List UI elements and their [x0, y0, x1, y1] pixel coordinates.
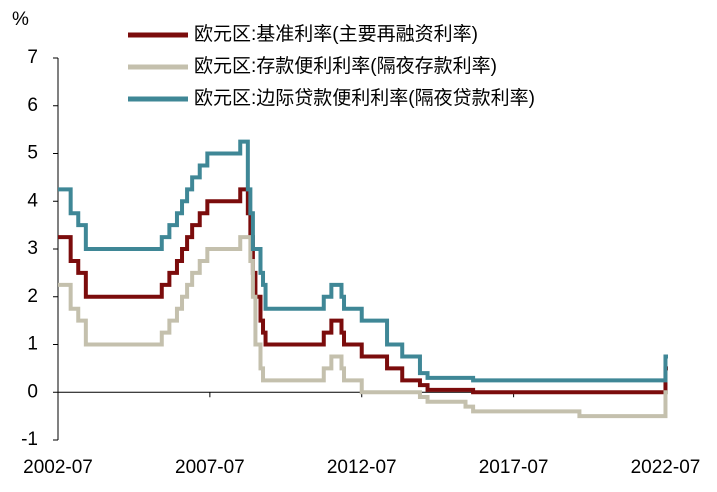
series-line [58, 187, 668, 395]
y-tick-label: 6 [27, 95, 38, 116]
series-line [58, 235, 668, 419]
x-tick-label: 2002-07 [23, 457, 93, 478]
y-tick-label: 5 [27, 143, 38, 164]
y-tick-label: -1 [21, 429, 38, 450]
legend-label: 欧元区:边际贷款便利利率(隔夜贷款利率) [194, 87, 535, 109]
y-tick-label: 2 [27, 286, 38, 307]
x-tick-label: 2022-07 [631, 457, 701, 478]
y-tick-label: 4 [27, 190, 38, 211]
series-line [58, 139, 668, 383]
x-tick-label: 2007-07 [175, 457, 245, 478]
y-tick-label: 3 [27, 238, 38, 259]
y-tick-label: 0 [27, 381, 38, 402]
y-tick-label: 1 [27, 334, 38, 355]
x-tick-label: 2017-07 [479, 457, 549, 478]
y-axis-label: % [12, 9, 29, 30]
y-tick-label: 7 [27, 47, 38, 68]
legend-label: 欧元区:基准利率(主要再融资利率) [194, 23, 478, 45]
x-tick-label: 2012-07 [327, 457, 397, 478]
legend-label: 欧元区:存款便利利率(隔夜存款利率) [194, 55, 497, 77]
